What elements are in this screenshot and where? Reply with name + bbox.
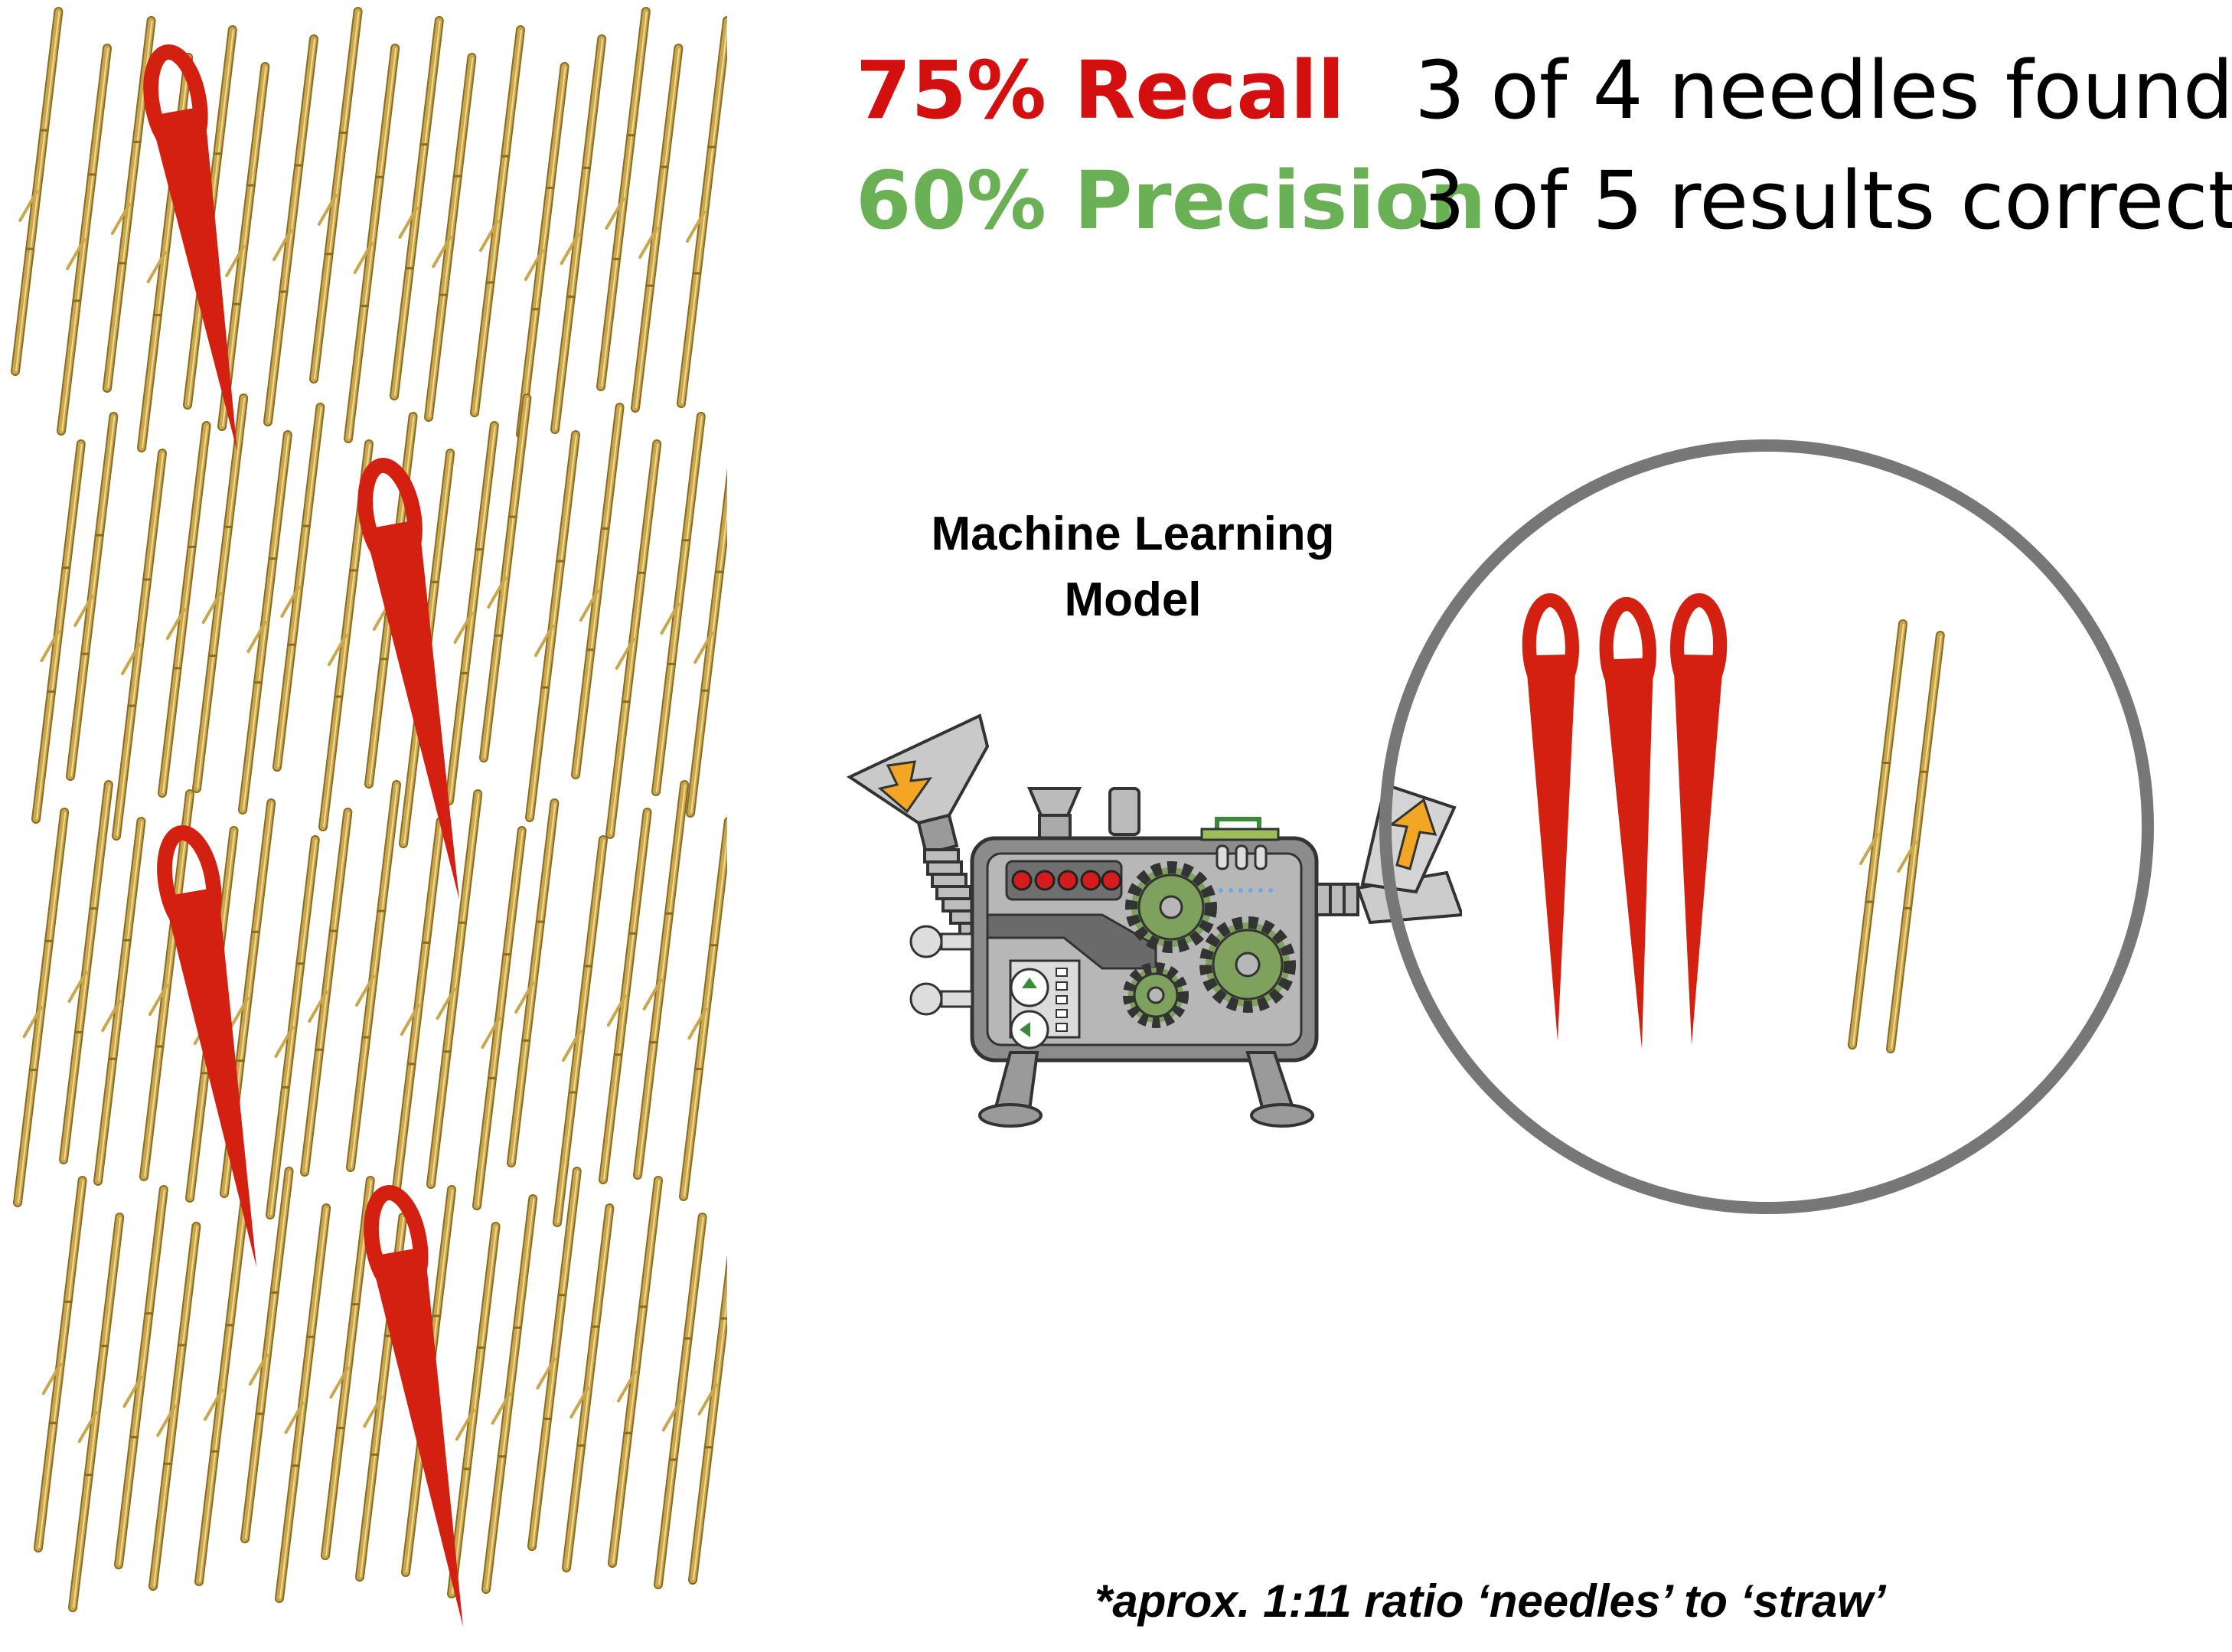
straw bbox=[263, 34, 318, 426]
needle-icon bbox=[357, 458, 459, 899]
straw bbox=[57, 44, 112, 436]
straw bbox=[300, 808, 353, 1177]
straw bbox=[631, 44, 684, 413]
straw bbox=[238, 430, 292, 815]
straw bbox=[605, 439, 662, 839]
straw bbox=[679, 817, 727, 1201]
input-funnel bbox=[846, 713, 1003, 948]
haystack-illustration bbox=[11, 7, 727, 1628]
machine-legs bbox=[978, 1051, 1314, 1128]
straw bbox=[344, 44, 400, 443]
straw bbox=[139, 789, 194, 1181]
straw bbox=[240, 1167, 294, 1543]
recall-description: 3 of 4 needles found bbox=[1415, 44, 2232, 137]
straw bbox=[550, 34, 607, 434]
straw bbox=[59, 780, 113, 1164]
straw bbox=[66, 412, 119, 781]
straw bbox=[553, 835, 608, 1227]
precision-description: 3 of 5 results correct bbox=[1415, 154, 2232, 247]
straw-group bbox=[11, 7, 727, 1612]
straw bbox=[112, 449, 167, 841]
straw bbox=[426, 789, 483, 1189]
straw bbox=[633, 780, 690, 1180]
straw bbox=[68, 1213, 125, 1612]
gear-icons bbox=[1123, 861, 1296, 1028]
result-straw bbox=[1848, 619, 1907, 1050]
straw bbox=[346, 780, 401, 1172]
straw bbox=[516, 62, 569, 439]
straw bbox=[392, 817, 445, 1193]
machine-top-knobs bbox=[1026, 787, 1140, 847]
straw bbox=[321, 1176, 375, 1560]
side-bulbs bbox=[909, 925, 974, 1016]
straw bbox=[266, 835, 320, 1219]
haystack-needles bbox=[143, 44, 464, 1628]
straw bbox=[34, 1176, 87, 1552]
straw bbox=[481, 1194, 538, 1594]
straw bbox=[31, 439, 86, 824]
straw bbox=[472, 826, 527, 1210]
straw bbox=[11, 7, 64, 376]
straw bbox=[677, 16, 727, 408]
straw bbox=[114, 1185, 168, 1569]
machine-learning-model-illustration bbox=[846, 713, 1462, 1128]
arrow-up-icon bbox=[1388, 798, 1437, 870]
model-title-line1: Machine Learning bbox=[931, 508, 1335, 560]
model-title: Machine Learning Model bbox=[857, 501, 1408, 633]
straw bbox=[192, 393, 249, 793]
straw bbox=[158, 421, 211, 798]
straw bbox=[651, 412, 706, 796]
result-items bbox=[1522, 593, 1945, 1053]
straw bbox=[424, 53, 477, 422]
straw bbox=[470, 25, 525, 417]
straw bbox=[275, 1203, 331, 1603]
result-needle-icon bbox=[1522, 593, 1580, 1042]
results-circle-illustration bbox=[1379, 439, 2154, 1214]
straw bbox=[686, 468, 727, 818]
needle-icon bbox=[157, 825, 257, 1268]
needle-icon bbox=[143, 44, 237, 452]
arrow-down-icon bbox=[877, 760, 933, 814]
straw bbox=[688, 1254, 727, 1585]
straw bbox=[571, 403, 625, 779]
machine-body bbox=[970, 817, 1319, 1063]
straw bbox=[527, 1167, 582, 1551]
straw bbox=[608, 1176, 663, 1568]
straw bbox=[525, 430, 580, 822]
precision-label: 60% Precision bbox=[856, 154, 1486, 247]
indicator-lights bbox=[1011, 870, 1122, 891]
model-title-line2: Model bbox=[1064, 573, 1202, 626]
footnote: *aprox. 1:11 ratio ‘needles’ to ‘straw’ bbox=[1095, 1575, 1886, 1627]
straw bbox=[194, 1194, 250, 1586]
result-needle-icon bbox=[1599, 596, 1656, 1050]
recall-label: 75% Recall bbox=[856, 44, 1345, 137]
result-straw bbox=[1886, 631, 1945, 1053]
straw bbox=[309, 7, 363, 384]
straw bbox=[13, 808, 70, 1207]
straw bbox=[148, 1222, 201, 1591]
straw bbox=[93, 817, 146, 1186]
straw bbox=[390, 16, 444, 400]
straw bbox=[562, 1203, 615, 1572]
needle-icon bbox=[364, 1185, 464, 1628]
straw bbox=[272, 403, 325, 772]
straw bbox=[596, 7, 651, 391]
straw bbox=[447, 1222, 501, 1598]
straw bbox=[479, 393, 532, 762]
straw bbox=[445, 421, 499, 805]
straw bbox=[507, 798, 560, 1167]
results-circle bbox=[1379, 439, 2154, 1214]
result-needle-icon bbox=[1669, 593, 1728, 1046]
straw bbox=[654, 1213, 707, 1589]
straw bbox=[217, 62, 270, 431]
straw bbox=[599, 808, 652, 1184]
